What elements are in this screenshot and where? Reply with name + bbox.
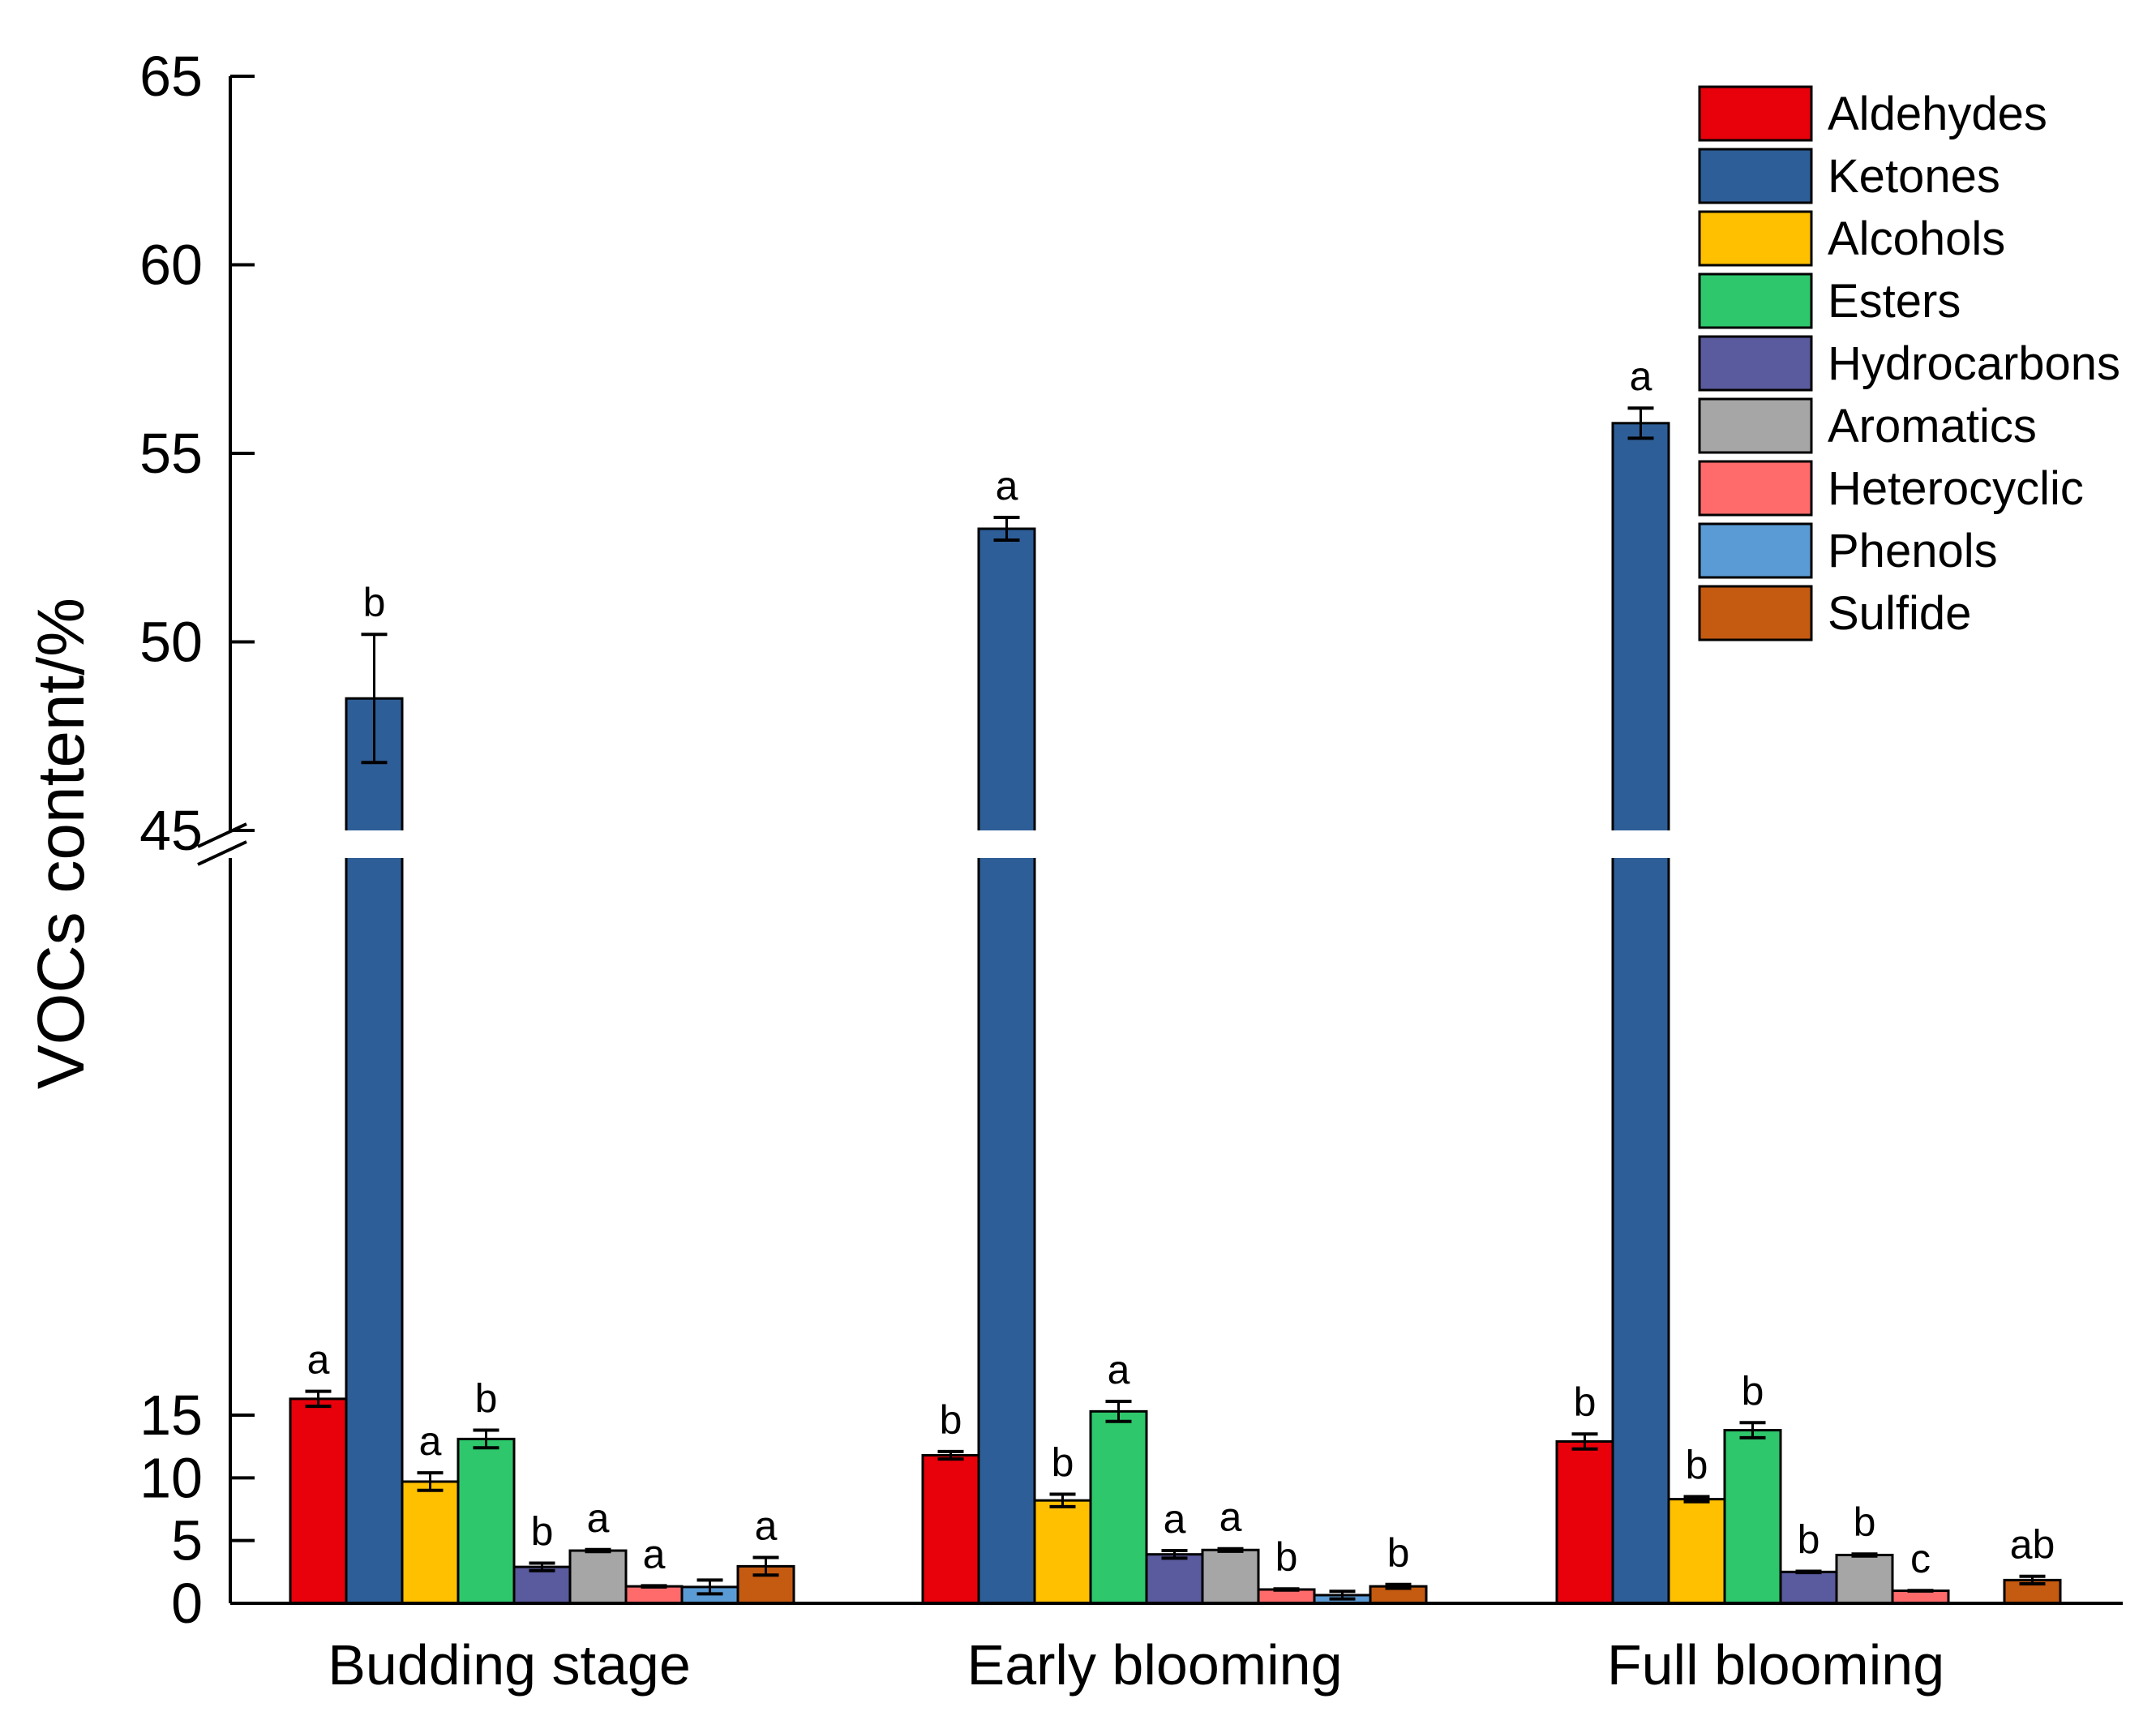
significance-label: a xyxy=(996,463,1018,508)
significance-label: a xyxy=(1164,1496,1186,1542)
bar-aromatics-early-blooming xyxy=(1201,1548,1260,1605)
significance-label: a xyxy=(419,1418,442,1464)
significance-label: b xyxy=(1798,1517,1820,1563)
y-tick-label: 65 xyxy=(139,45,203,108)
significance-label: b xyxy=(1052,1439,1074,1485)
bar-esters-budding-stage xyxy=(456,1437,516,1605)
significance-label: b xyxy=(1742,1368,1764,1414)
bar-aldehydes-budding-stage xyxy=(289,1397,348,1605)
significance-label: b xyxy=(940,1397,962,1443)
legend-label-ketones: Ketones xyxy=(1828,150,2000,203)
axis-break-gap xyxy=(344,830,405,858)
bar-hydrocarbons-full-blooming xyxy=(1779,1570,1838,1605)
bar-alcohols-budding-stage xyxy=(401,1480,460,1605)
significance-label: c xyxy=(1910,1536,1931,1581)
significance-label: a xyxy=(643,1531,666,1577)
x-category-label: Budding stage xyxy=(328,1633,691,1697)
bar-heterocyclic-budding-stage xyxy=(624,1585,684,1605)
bar-aromatics-budding-stage xyxy=(568,1549,628,1605)
axis-break-mark xyxy=(197,840,247,866)
significance-label: b xyxy=(1854,1499,1876,1545)
significance-label: a xyxy=(1630,354,1652,399)
bar-alcohols-early-blooming xyxy=(1033,1499,1092,1605)
significance-label: ab xyxy=(2010,1522,2055,1568)
bar-aldehydes-full-blooming xyxy=(1555,1439,1614,1605)
significance-label: b xyxy=(1574,1379,1597,1425)
legend-label-aromatics: Aromatics xyxy=(1828,400,2037,453)
significance-label: b xyxy=(531,1509,554,1555)
significance-label: b xyxy=(1686,1443,1708,1488)
bar-sulfide-budding-stage xyxy=(736,1564,795,1605)
axis-break-gap xyxy=(1610,830,1671,858)
bar-aldehydes-early-blooming xyxy=(921,1453,980,1605)
legend-label-alcohols: Alcohols xyxy=(1828,212,2005,265)
legend-swatch-hydrocarbons xyxy=(1698,335,1813,392)
y-axis-title: VOCs content/% xyxy=(24,598,98,1089)
significance-label: a xyxy=(755,1504,778,1549)
legend-label-heterocyclic: Heterocyclic xyxy=(1828,462,2084,515)
bar-esters-full-blooming xyxy=(1723,1429,1782,1605)
bar-aromatics-full-blooming xyxy=(1835,1553,1894,1605)
legend-swatch-alcohols xyxy=(1698,210,1813,267)
bar-heterocyclic-full-blooming xyxy=(1891,1589,1950,1605)
legend-swatch-aromatics xyxy=(1698,397,1813,454)
legend-swatch-heterocyclic xyxy=(1698,460,1813,517)
bar-hydrocarbons-early-blooming xyxy=(1145,1553,1204,1605)
y-tick-label: 50 xyxy=(139,611,203,674)
bar-ketones-full-blooming xyxy=(1611,422,1670,1605)
significance-label: a xyxy=(1108,1347,1130,1392)
legend-swatch-ketones xyxy=(1698,148,1813,204)
significance-label: a xyxy=(587,1495,610,1541)
y-tick-label: 10 xyxy=(139,1446,203,1509)
legend: Aldehydes Ketones Alcohols Esters Hydrocarbo… xyxy=(1698,85,2120,641)
significance-label: b xyxy=(1275,1534,1298,1580)
legend-label-phenols: Phenols xyxy=(1828,525,1998,577)
y-tick-label: 5 xyxy=(171,1509,203,1572)
significance-label: a xyxy=(307,1337,330,1383)
bar-ketones-early-blooming xyxy=(977,527,1036,1605)
axis-break-gap xyxy=(976,830,1037,858)
y-tick-label: 60 xyxy=(139,234,203,297)
y-tick-label: 55 xyxy=(139,422,203,485)
y-tick-label: 45 xyxy=(139,799,203,862)
legend-label-aldehydes: Aldehydes xyxy=(1828,88,2047,140)
legend-swatch-aldehydes xyxy=(1698,85,1813,142)
legend-swatch-esters xyxy=(1698,272,1813,329)
y-tick-label: 15 xyxy=(139,1384,203,1447)
legend-label-hydrocarbons: Hydrocarbons xyxy=(1828,337,2120,390)
legend-swatch-phenols xyxy=(1698,522,1813,579)
significance-label: b xyxy=(475,1376,498,1422)
significance-label: b xyxy=(1387,1530,1410,1576)
bar-esters-early-blooming xyxy=(1089,1409,1148,1605)
axis-break-mark xyxy=(197,822,247,848)
legend-label-sulfide: Sulfide xyxy=(1828,587,1971,640)
significance-label: a xyxy=(1219,1495,1242,1540)
x-category-label: Full blooming xyxy=(1607,1633,1944,1697)
y-tick-label: 0 xyxy=(171,1572,203,1635)
legend-label-esters: Esters xyxy=(1828,275,1961,328)
x-category-label: Early blooming xyxy=(967,1633,1343,1697)
legend-swatch-sulfide xyxy=(1698,585,1813,641)
bar-hydrocarbons-budding-stage xyxy=(512,1565,572,1605)
bar-alcohols-full-blooming xyxy=(1667,1498,1726,1605)
significance-label: b xyxy=(363,580,386,625)
